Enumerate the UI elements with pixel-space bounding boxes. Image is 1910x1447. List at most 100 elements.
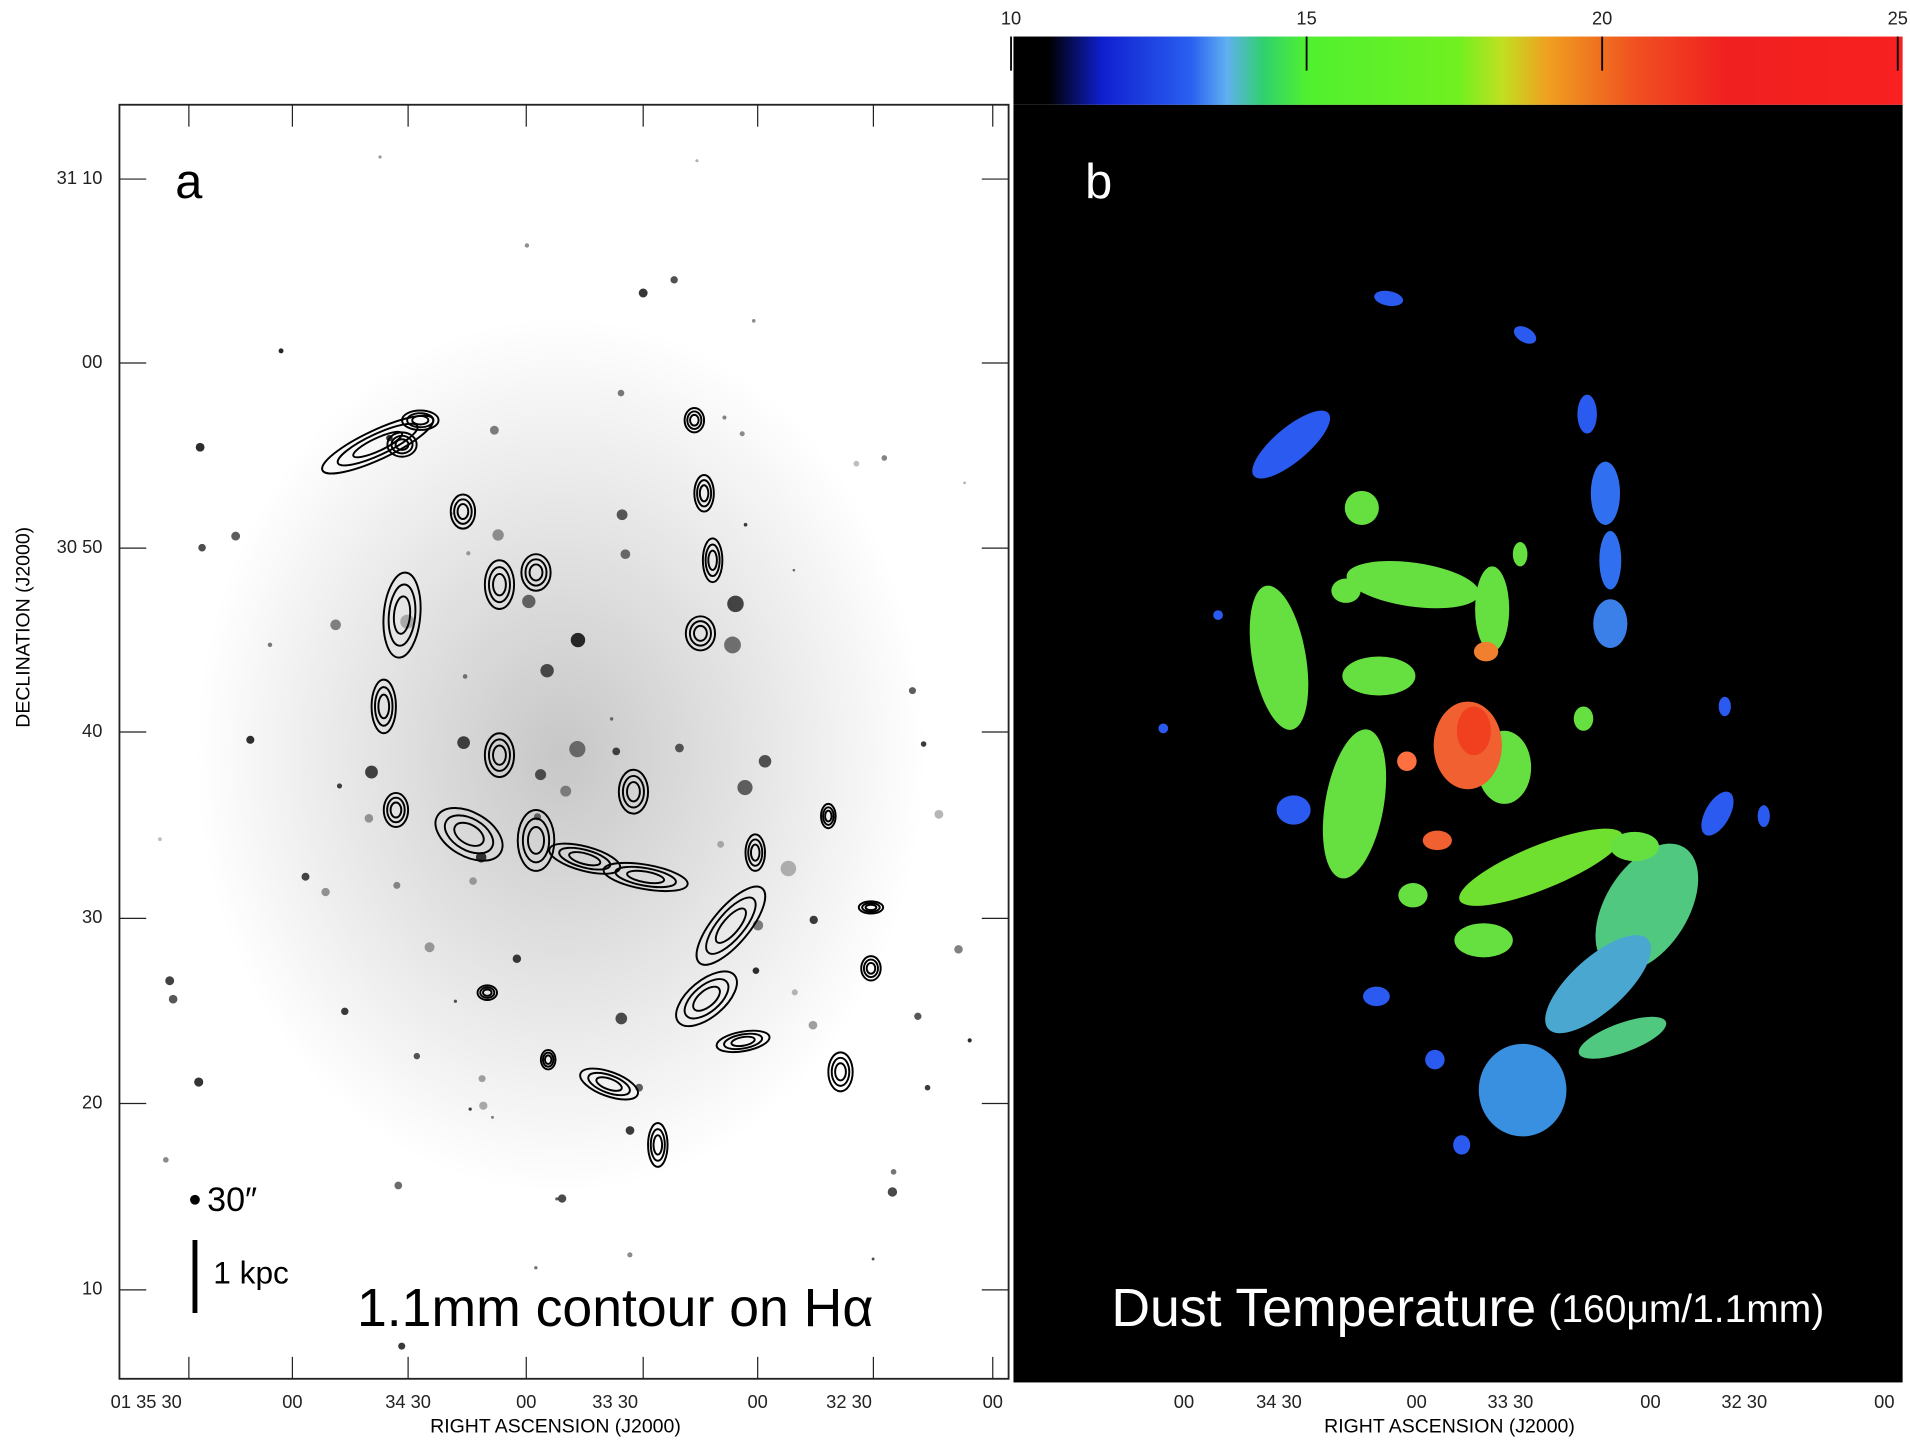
temperature-blob bbox=[1276, 795, 1311, 825]
temperature-blob bbox=[1453, 1135, 1471, 1155]
hii-region bbox=[168, 994, 178, 1004]
hii-region bbox=[914, 1012, 922, 1020]
hii-region bbox=[365, 765, 378, 779]
hii-region bbox=[278, 348, 284, 354]
contour bbox=[860, 955, 882, 982]
contour bbox=[579, 1067, 639, 1101]
hii-region bbox=[557, 1194, 567, 1203]
contour bbox=[516, 809, 556, 872]
contour bbox=[374, 686, 394, 727]
contour bbox=[453, 821, 485, 847]
temperature-blob bbox=[1331, 578, 1361, 603]
colorbar-tick-label: 10 bbox=[1001, 7, 1021, 28]
hii-region bbox=[954, 945, 963, 954]
temperature-blob bbox=[1454, 923, 1513, 958]
contour bbox=[483, 732, 516, 779]
hii-region bbox=[489, 425, 499, 435]
hii-region bbox=[620, 549, 631, 560]
halpha-contours bbox=[157, 155, 972, 1350]
contour bbox=[683, 407, 706, 434]
contour bbox=[568, 851, 602, 867]
hii-region bbox=[400, 614, 415, 629]
hii-region bbox=[478, 1075, 486, 1083]
hii-region bbox=[301, 872, 310, 881]
hii-region bbox=[675, 743, 684, 753]
colorbar-tick-label: 15 bbox=[1296, 7, 1316, 28]
colorbar-tick-label: 25 bbox=[1888, 7, 1908, 28]
caption-sub: (160μm/1.1mm) bbox=[1548, 1288, 1824, 1331]
y-tick-label: 30 bbox=[82, 906, 102, 927]
contour bbox=[744, 833, 766, 872]
panel-label: a bbox=[175, 155, 203, 209]
contour bbox=[675, 970, 738, 1028]
y-tick-label: 00 bbox=[82, 351, 102, 372]
hii-region bbox=[491, 1115, 494, 1119]
hii-region bbox=[890, 1169, 897, 1175]
contour bbox=[487, 566, 511, 604]
hii-region bbox=[967, 1038, 972, 1043]
hii-region bbox=[615, 1012, 628, 1025]
temperature-blob bbox=[1252, 410, 1331, 479]
contour bbox=[649, 1128, 666, 1162]
x-axis-title: RIGHT ASCENSION (J2000) bbox=[1324, 1416, 1575, 1438]
hii-region bbox=[321, 887, 330, 897]
contour bbox=[730, 1035, 756, 1048]
contour bbox=[704, 543, 721, 578]
x-tick-label: 00 bbox=[282, 1391, 302, 1412]
hii-region bbox=[424, 942, 435, 953]
contour bbox=[647, 1122, 669, 1168]
hii-region bbox=[853, 460, 860, 467]
y-tick-label: 20 bbox=[82, 1091, 102, 1112]
hii-region bbox=[871, 1257, 875, 1261]
caption-main: Dust Temperature bbox=[1111, 1278, 1536, 1338]
contour bbox=[394, 438, 410, 451]
hii-region bbox=[638, 288, 648, 298]
contour bbox=[336, 422, 419, 467]
contour bbox=[862, 958, 879, 979]
contour bbox=[386, 796, 406, 824]
contour bbox=[626, 781, 641, 803]
hii-region bbox=[743, 522, 748, 527]
x-axis-title: RIGHT ASCENSION (J2000) bbox=[430, 1416, 681, 1438]
panel-label: b bbox=[1085, 155, 1112, 209]
temperature-blob bbox=[1344, 490, 1379, 525]
temperature-blob bbox=[1610, 831, 1660, 862]
hii-region bbox=[758, 754, 772, 768]
contour bbox=[614, 865, 677, 889]
temperature-blob bbox=[1213, 610, 1223, 620]
contour bbox=[602, 861, 689, 893]
hii-region bbox=[522, 594, 536, 609]
hii-region bbox=[466, 551, 471, 556]
hii-region bbox=[267, 642, 273, 648]
hii-region bbox=[341, 1007, 349, 1016]
contour bbox=[834, 1062, 847, 1082]
hii-region bbox=[540, 663, 554, 678]
hii-region bbox=[570, 632, 586, 648]
contour bbox=[479, 986, 496, 999]
temperature-blob bbox=[1363, 986, 1390, 1007]
contour bbox=[401, 409, 440, 431]
contour bbox=[390, 434, 414, 455]
hii-region bbox=[534, 1266, 538, 1270]
hii-region bbox=[231, 531, 241, 541]
hii-region bbox=[469, 877, 477, 885]
temperature-blob bbox=[1398, 883, 1428, 908]
contour bbox=[749, 843, 761, 862]
hii-region bbox=[195, 442, 205, 452]
x-tick-label: 00 bbox=[983, 1391, 1003, 1412]
contour bbox=[693, 624, 708, 642]
contour bbox=[692, 985, 721, 1012]
hii-region bbox=[398, 1342, 406, 1350]
hii-region bbox=[157, 837, 162, 842]
contour bbox=[389, 801, 403, 819]
hii-region bbox=[479, 1101, 488, 1110]
hii-region bbox=[670, 276, 678, 284]
contour bbox=[714, 907, 747, 944]
hii-region bbox=[198, 543, 206, 552]
temperature-blob bbox=[1475, 566, 1510, 652]
contour bbox=[865, 961, 877, 975]
hii-region bbox=[722, 415, 727, 420]
temperature-blob bbox=[1478, 1043, 1567, 1137]
y-tick-label: 10 bbox=[82, 1278, 102, 1299]
hii-region bbox=[378, 155, 382, 159]
